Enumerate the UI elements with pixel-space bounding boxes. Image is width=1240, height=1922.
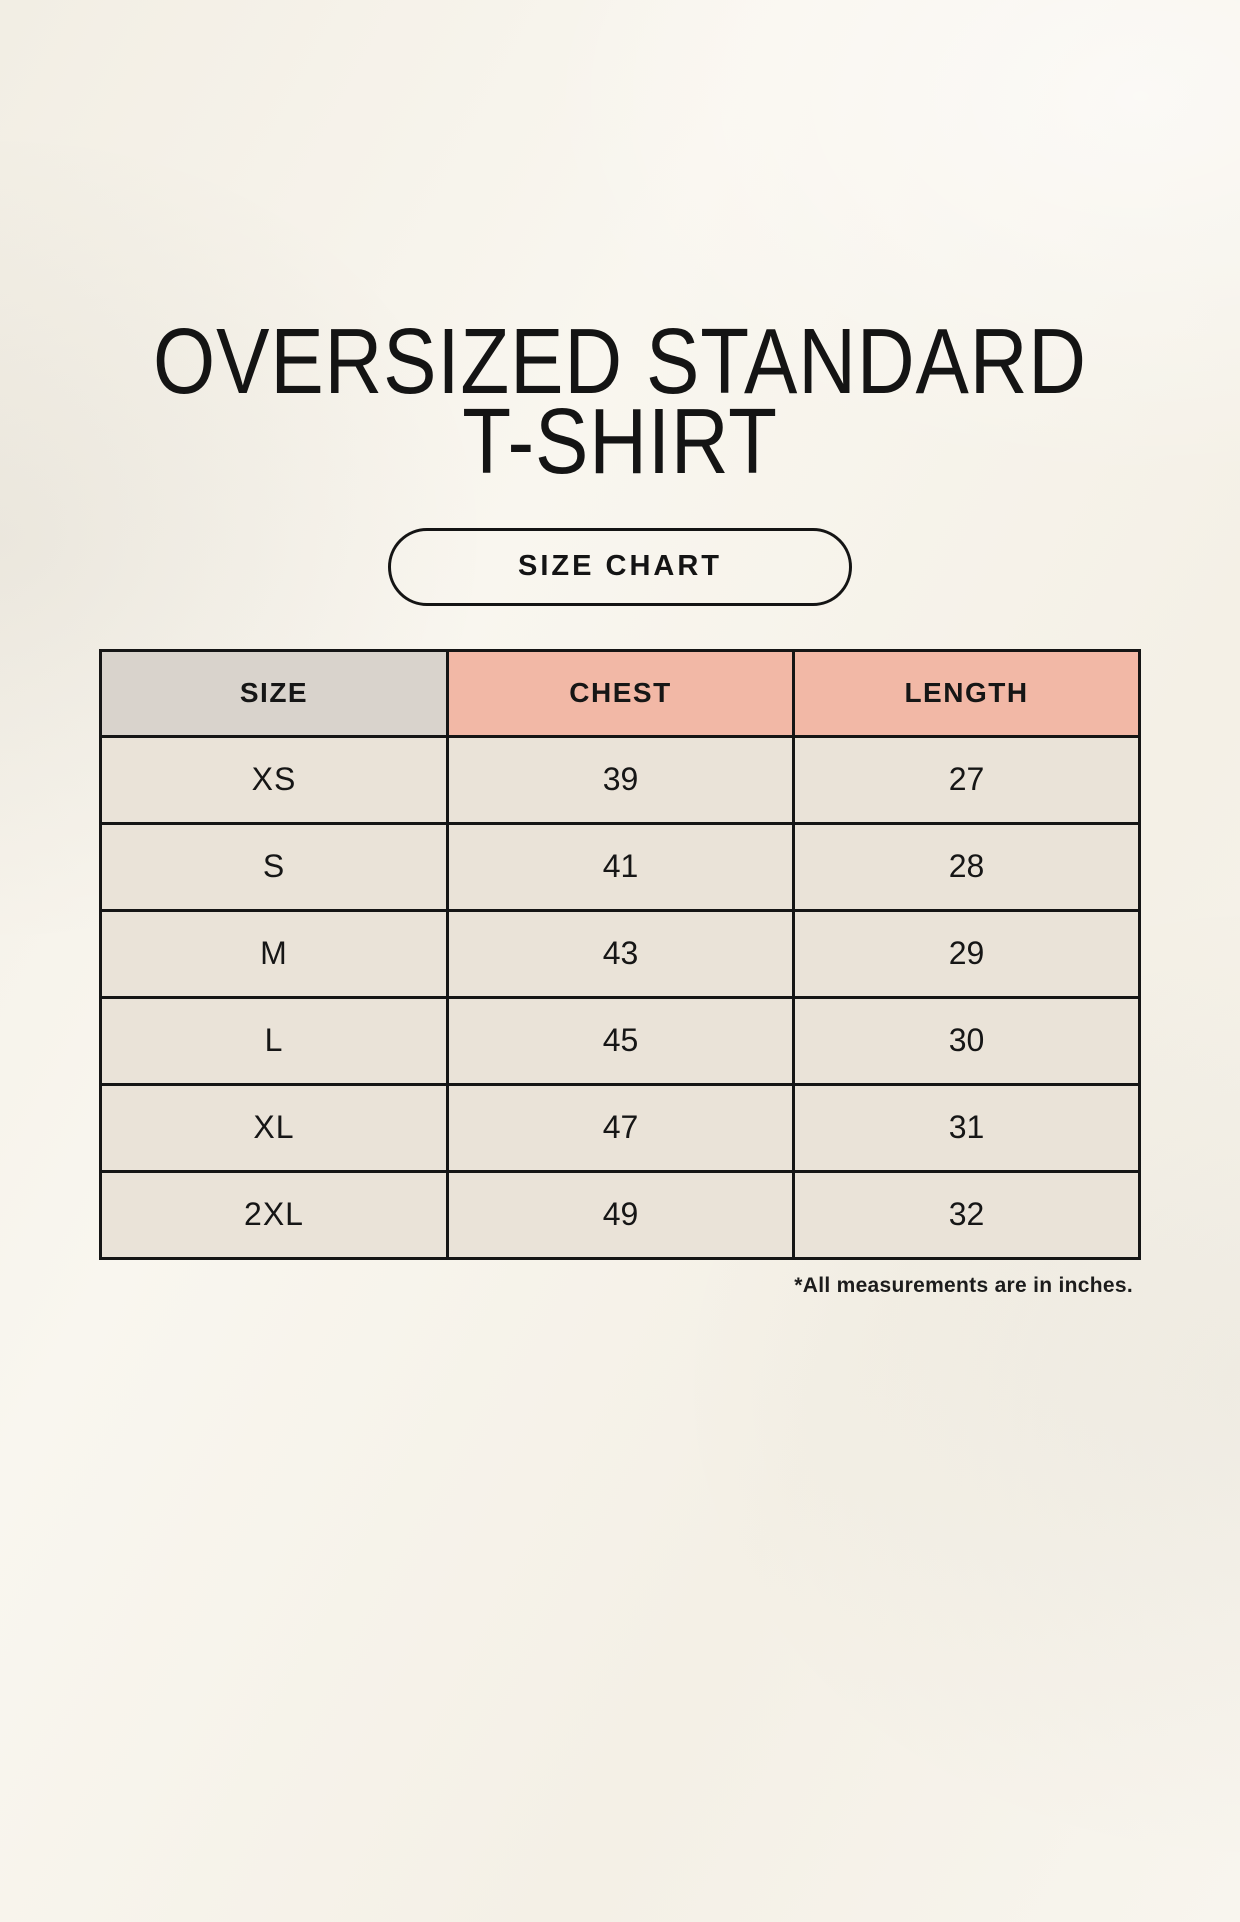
size-cell: M bbox=[99, 908, 449, 999]
chest-cell: 39 bbox=[446, 734, 795, 825]
column-header-length: LENGTH bbox=[791, 648, 1142, 738]
chest-cell: 41 bbox=[446, 821, 795, 912]
size-cell: 2XL bbox=[99, 1169, 449, 1260]
table-row-m: M 43 29 bbox=[99, 908, 1142, 999]
chest-cell: 47 bbox=[446, 1082, 795, 1173]
length-cell: 31 bbox=[791, 1082, 1142, 1173]
table-row-2xl: 2XL 49 32 bbox=[99, 1169, 1142, 1260]
size-cell: XL bbox=[99, 1082, 449, 1173]
table-row-l: L 45 30 bbox=[99, 995, 1142, 1086]
column-header-size: SIZE bbox=[99, 648, 449, 738]
size-cell: L bbox=[99, 995, 449, 1086]
page-title-line-2: T-SHIRT bbox=[462, 388, 778, 493]
length-cell: 28 bbox=[791, 821, 1142, 912]
table-header-row: SIZE CHEST LENGTH bbox=[99, 648, 1142, 738]
table-row-xl: XL 47 31 bbox=[99, 1082, 1142, 1173]
length-cell: 29 bbox=[791, 908, 1142, 999]
size-chart-page: OVERSIZED STANDARD T-SHIRT SIZE CHART SI… bbox=[0, 309, 1240, 1298]
length-cell: 27 bbox=[791, 734, 1142, 825]
chest-cell: 45 bbox=[446, 995, 795, 1086]
size-chart-button[interactable]: SIZE CHART bbox=[388, 527, 852, 606]
measurements-footnote: *All measurements are in inches. bbox=[794, 1273, 1133, 1297]
column-header-chest: CHEST bbox=[446, 648, 795, 738]
chest-cell: 49 bbox=[446, 1169, 795, 1260]
table-row-xs: XS 39 27 bbox=[99, 734, 1142, 825]
size-cell: S bbox=[99, 821, 449, 912]
chest-cell: 43 bbox=[446, 908, 795, 999]
size-cell: XS bbox=[99, 734, 449, 825]
length-cell: 32 bbox=[791, 1169, 1142, 1260]
length-cell: 30 bbox=[791, 995, 1142, 1086]
page-title: OVERSIZED STANDARD T-SHIRT bbox=[87, 309, 1153, 493]
table-row-s: S 41 28 bbox=[99, 821, 1142, 912]
page-title-line-1: OVERSIZED STANDARD bbox=[153, 309, 1087, 413]
size-chart-button-label: SIZE CHART bbox=[518, 550, 722, 583]
size-table: SIZE CHEST LENGTH XS 39 27 S 41 28 M 43 … bbox=[99, 648, 1142, 1260]
